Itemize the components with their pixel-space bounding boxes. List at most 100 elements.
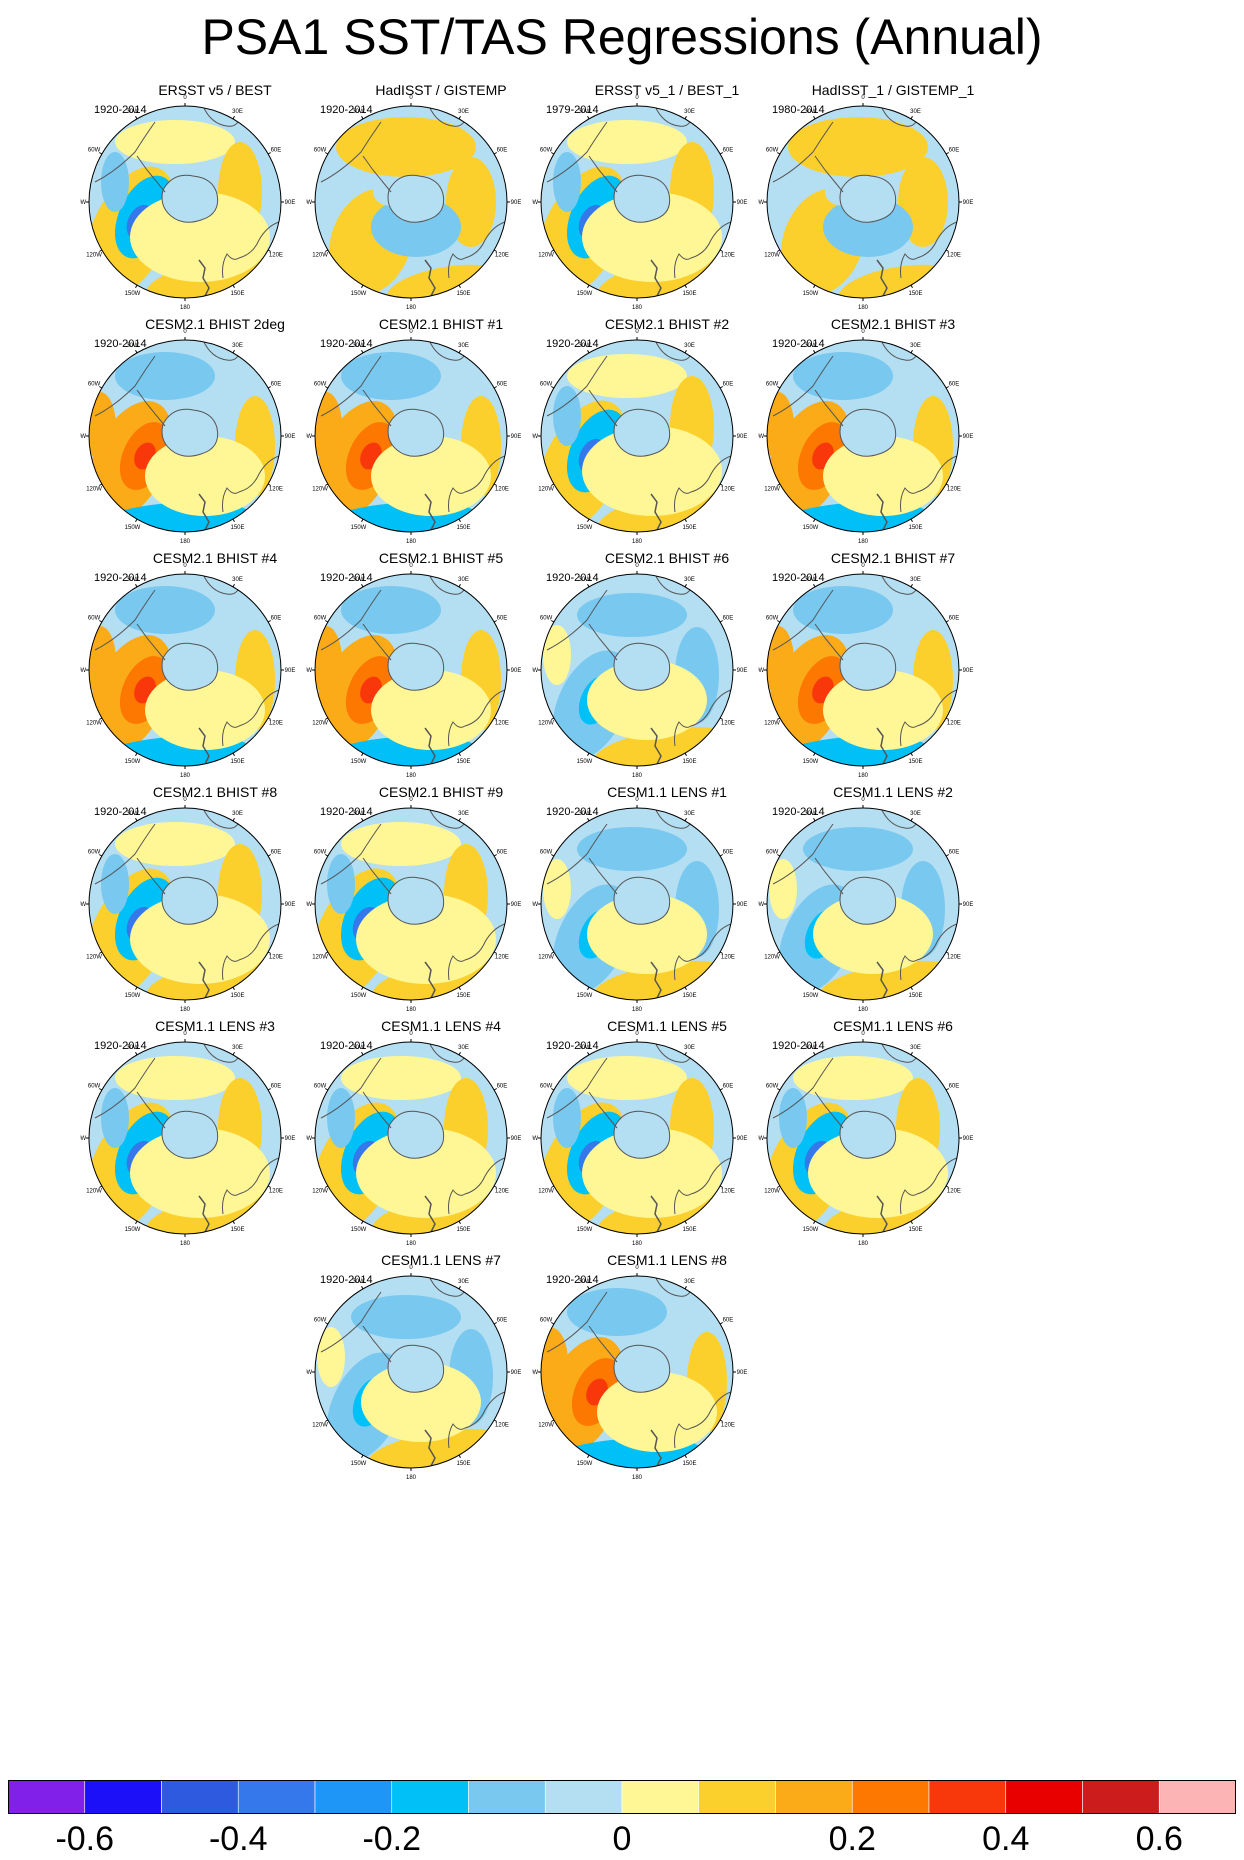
lon-tick xyxy=(493,1419,497,1422)
lon-tick xyxy=(945,1088,949,1091)
lon-label: 30W xyxy=(126,109,139,115)
map-panel: CESM1.1 LENS #2 1920-2014 0 30E 60E 90E 120E 15… xyxy=(758,784,1028,1044)
lon-label: 90E xyxy=(511,1370,522,1376)
lon-label: 90E xyxy=(511,200,522,206)
lon-label: 120E xyxy=(721,721,735,727)
south-america-coastline xyxy=(772,355,844,427)
lon-label: 60W xyxy=(88,148,101,154)
lon-tick xyxy=(232,518,235,522)
contour-field xyxy=(541,1276,733,1468)
lon-label: 120E xyxy=(721,253,735,259)
lon-label: 30W xyxy=(352,811,365,817)
lon-tick xyxy=(361,284,364,288)
lon-label: 0 xyxy=(183,1031,187,1037)
colorbar-tick-label: 0.2 xyxy=(828,1820,876,1858)
lon-label: 120W xyxy=(538,487,554,493)
contour-region xyxy=(341,586,441,634)
lon-tick xyxy=(325,1185,329,1188)
lon-label: 60E xyxy=(949,1084,960,1090)
colorbar-swatch xyxy=(314,1780,393,1814)
lon-label: 90E xyxy=(285,1136,296,1142)
lon-tick xyxy=(813,584,816,588)
lon-label: 90W xyxy=(306,434,313,440)
antarctica-coastline xyxy=(613,1110,671,1159)
lon-tick xyxy=(99,483,103,486)
map-panel: CESM1.1 LENS #6 1920-2014 0 30E 60E 90E 120E 15… xyxy=(758,1018,1028,1278)
panel-title: CESM1.1 LENS #7 xyxy=(381,1252,501,1268)
lon-label: 90E xyxy=(737,434,748,440)
south-america-coastline xyxy=(94,589,166,661)
lon-tick xyxy=(493,620,497,623)
lon-label: 0 xyxy=(409,797,413,803)
lon-tick xyxy=(99,854,103,857)
contour-region xyxy=(336,117,476,177)
contour-field xyxy=(541,808,733,1000)
colorbar-swatch xyxy=(84,1780,162,1814)
lon-tick xyxy=(813,1220,816,1224)
antarctica-coastline xyxy=(387,1344,445,1393)
map-panel: CESM2.1 BHIST #3 1920-2014 0 30E 60E 90E 120E 1… xyxy=(758,316,1028,576)
contour-field xyxy=(89,106,281,298)
lon-tick xyxy=(267,386,271,389)
lon-label: 90W xyxy=(758,434,765,440)
contour-field xyxy=(767,574,959,766)
lon-label: 0 xyxy=(635,95,639,101)
lon-tick xyxy=(99,951,103,954)
lon-tick xyxy=(267,1185,271,1188)
lon-tick xyxy=(135,284,138,288)
new-zealand-coastline xyxy=(424,961,436,999)
lon-label: 180 xyxy=(632,1007,643,1013)
polar-map: 0 30E 60E 90E 120E 150E 180 150W 120W 90W 60W 30W xyxy=(532,95,747,311)
lon-label: 120W xyxy=(86,955,102,961)
lon-label: 60E xyxy=(723,616,734,622)
lon-label: 60W xyxy=(314,1318,327,1324)
lon-tick xyxy=(910,818,913,822)
lon-tick xyxy=(777,249,781,252)
lon-label: 180 xyxy=(406,1241,417,1247)
map-panel: CESM2.1 BHIST #4 1920-2014 0 30E 60E 90E 120E 1… xyxy=(80,550,350,810)
lon-tick xyxy=(458,350,461,354)
contour-region xyxy=(577,827,687,871)
lon-tick xyxy=(777,951,781,954)
lon-tick xyxy=(777,386,781,389)
lon-label: 150W xyxy=(577,759,593,765)
panel-years: 1920-2014 xyxy=(772,1040,825,1052)
contour-region xyxy=(541,1328,568,1396)
contour-region xyxy=(101,152,129,212)
lon-label: 30W xyxy=(578,109,591,115)
lon-tick xyxy=(587,284,590,288)
contour-region xyxy=(315,626,342,694)
lon-tick xyxy=(458,1220,461,1224)
colorbar-swatch xyxy=(1082,1780,1160,1814)
new-zealand-coastline xyxy=(650,259,662,297)
lon-tick xyxy=(267,483,271,486)
contour-field xyxy=(767,106,959,298)
lon-tick xyxy=(684,986,687,990)
lon-tick xyxy=(813,986,816,990)
lon-label: 60W xyxy=(314,148,327,154)
lon-tick xyxy=(361,350,364,354)
new-zealand-coastline xyxy=(424,1195,436,1233)
colorbar-swatch xyxy=(621,1780,700,1814)
lon-tick xyxy=(232,1052,235,1056)
australia-coastline xyxy=(900,455,958,513)
map-panel: CESM1.1 LENS #4 1920-2014 0 30E 60E 90E 120E 15… xyxy=(306,1018,576,1278)
south-america-coastline xyxy=(94,355,166,427)
lon-label: 120E xyxy=(495,1423,509,1429)
map-panel: CESM1.1 LENS #1 1920-2014 0 30E 60E 90E 120E 15… xyxy=(532,784,802,1044)
lon-tick xyxy=(232,284,235,288)
lon-tick xyxy=(813,1052,816,1056)
lon-label: 60E xyxy=(271,616,282,622)
polar-map: 0 30E 60E 90E 120E 150E 180 150W 120W 90W 60W 30W xyxy=(306,1031,521,1247)
contour-region xyxy=(115,586,215,634)
australia-coastline xyxy=(900,221,958,279)
lon-tick xyxy=(458,116,461,120)
polar-map: 0 30E 60E 90E 120E 150E 180 150W 120W 90W 60W 30W xyxy=(758,563,973,779)
contour-region xyxy=(341,352,441,400)
lon-label: 60W xyxy=(766,850,779,856)
lon-label: 150W xyxy=(577,291,593,297)
colorbar-swatch xyxy=(928,1780,1007,1814)
lon-label: 120E xyxy=(947,487,961,493)
polar-map: 0 30E 60E 90E 120E 150E 180 150W 120W 90W 60W 30W xyxy=(758,797,973,1013)
contour-region xyxy=(327,1088,355,1148)
